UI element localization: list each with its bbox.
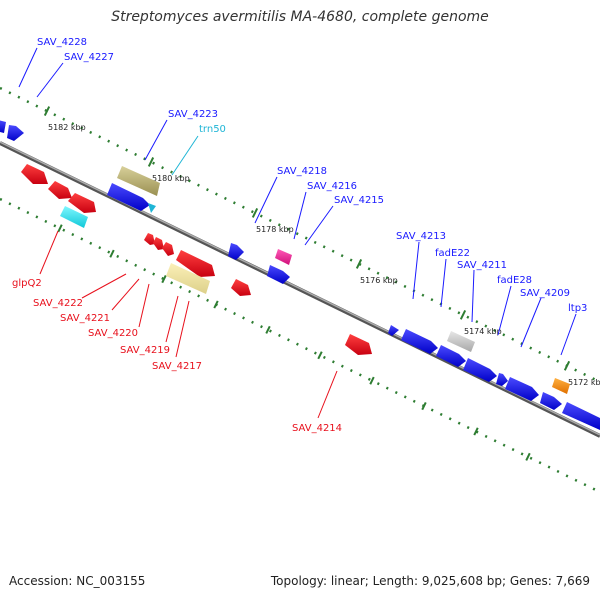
gene-arrow [68,193,96,213]
gene-label: SAV_4219 [120,345,170,356]
gene-label: SAV_4213 [396,231,446,242]
ruler-tick [563,360,571,371]
gene-label: SAV_4220 [88,328,138,339]
gene-label: fadE28 [497,275,532,286]
ruler-tick-label: 5182 kbp [48,123,86,132]
gene-label: SAV_4227 [64,52,114,63]
ruler-tick [473,427,479,436]
ruler-tick [317,351,323,360]
genome-summary: Topology: linear; Length: 9,025,608 bp; … [270,574,590,588]
gene-label: SAV_4214 [292,423,342,434]
ruler-tick-label: 5176 kbp [360,276,398,285]
gene-label: glpQ2 [12,278,42,289]
gene-arrow [153,237,164,250]
gene-arrow [436,345,466,367]
ruler-tick [355,258,363,269]
genes-minus-strand [21,164,372,355]
gene-arrow [267,265,290,284]
gene-arrow [21,164,48,184]
accession-label: Accession: NC_003155 [9,574,146,588]
gene-box [166,263,210,294]
gene-label: fadE22 [435,248,470,259]
ruler-tick [161,275,167,284]
ruler-tick [147,157,155,167]
ruler-tick [421,402,427,411]
gene-label: SAV_4221 [60,313,110,324]
map-title: Streptomyces avermitilis MA-4680, comple… [111,9,489,25]
ruler-tick [57,224,63,233]
ruler-tick [525,452,531,461]
gene-arrow [505,377,539,401]
ruler-tick [369,376,375,385]
gene-label: SAV_4215 [334,195,384,206]
gene-box [117,166,160,196]
gene-arrow [144,233,155,245]
gene-label: SAV_4223 [168,109,218,120]
gene-arrow [148,203,156,213]
ruler-top [0,86,600,384]
ruler-tick-label: 5178 kbp [256,225,294,234]
gene-label: ltp3 [568,303,587,314]
gene-arrow [48,181,72,199]
ruler-tick [459,309,467,320]
ruler-tick [109,249,115,258]
ruler-tick [265,325,271,334]
genes-plus-strand [0,120,600,430]
gene-arrow [540,392,562,410]
gene-label: SAV_4228 [37,37,87,48]
ruler-tick-label: 5172 kbp [568,378,600,387]
gene-arrow [176,250,215,277]
ruler-tick-label: 5174 kbp [464,327,502,336]
gene-label: trn50 [199,124,226,135]
gene-arrow [401,329,438,354]
ruler-tick [43,106,51,116]
gene-label: SAV_4216 [307,181,357,192]
label-leaders [18,47,577,419]
ruler-tick-label: 5180 kbp [152,174,190,183]
gene-label: SAV_4211 [457,260,507,271]
gene-box [275,249,292,265]
gene-label: SAV_4218 [277,166,327,177]
gene-box [60,206,88,228]
gene-arrow [496,373,508,386]
gene-label: SAV_4217 [152,361,202,372]
gene-box [447,331,475,352]
gene-arrow [388,325,399,336]
gene-box [552,378,570,394]
ruler-ticks: 5182 kbp 5180 kbp 5178 kbp 5176 kbp 5174 kbp… [43,106,600,461]
gene-arrow [0,120,6,133]
gene-label: SAV_4209 [520,288,570,299]
ruler-tick [213,300,219,309]
gene-label: SAV_4222 [33,298,83,309]
gene-arrow [7,125,24,141]
ruler-tick [251,208,259,218]
gene-arrow [345,334,372,355]
gene-arrow [228,243,244,260]
gene-arrow [231,279,251,296]
gene-arrow [162,242,174,256]
gene-arrow [463,358,497,382]
chromosome-backbone [0,141,600,438]
ruler-bottom [0,197,600,494]
gene-arrow [107,183,150,211]
gene-arrow [562,402,600,430]
genes-features [117,166,570,394]
